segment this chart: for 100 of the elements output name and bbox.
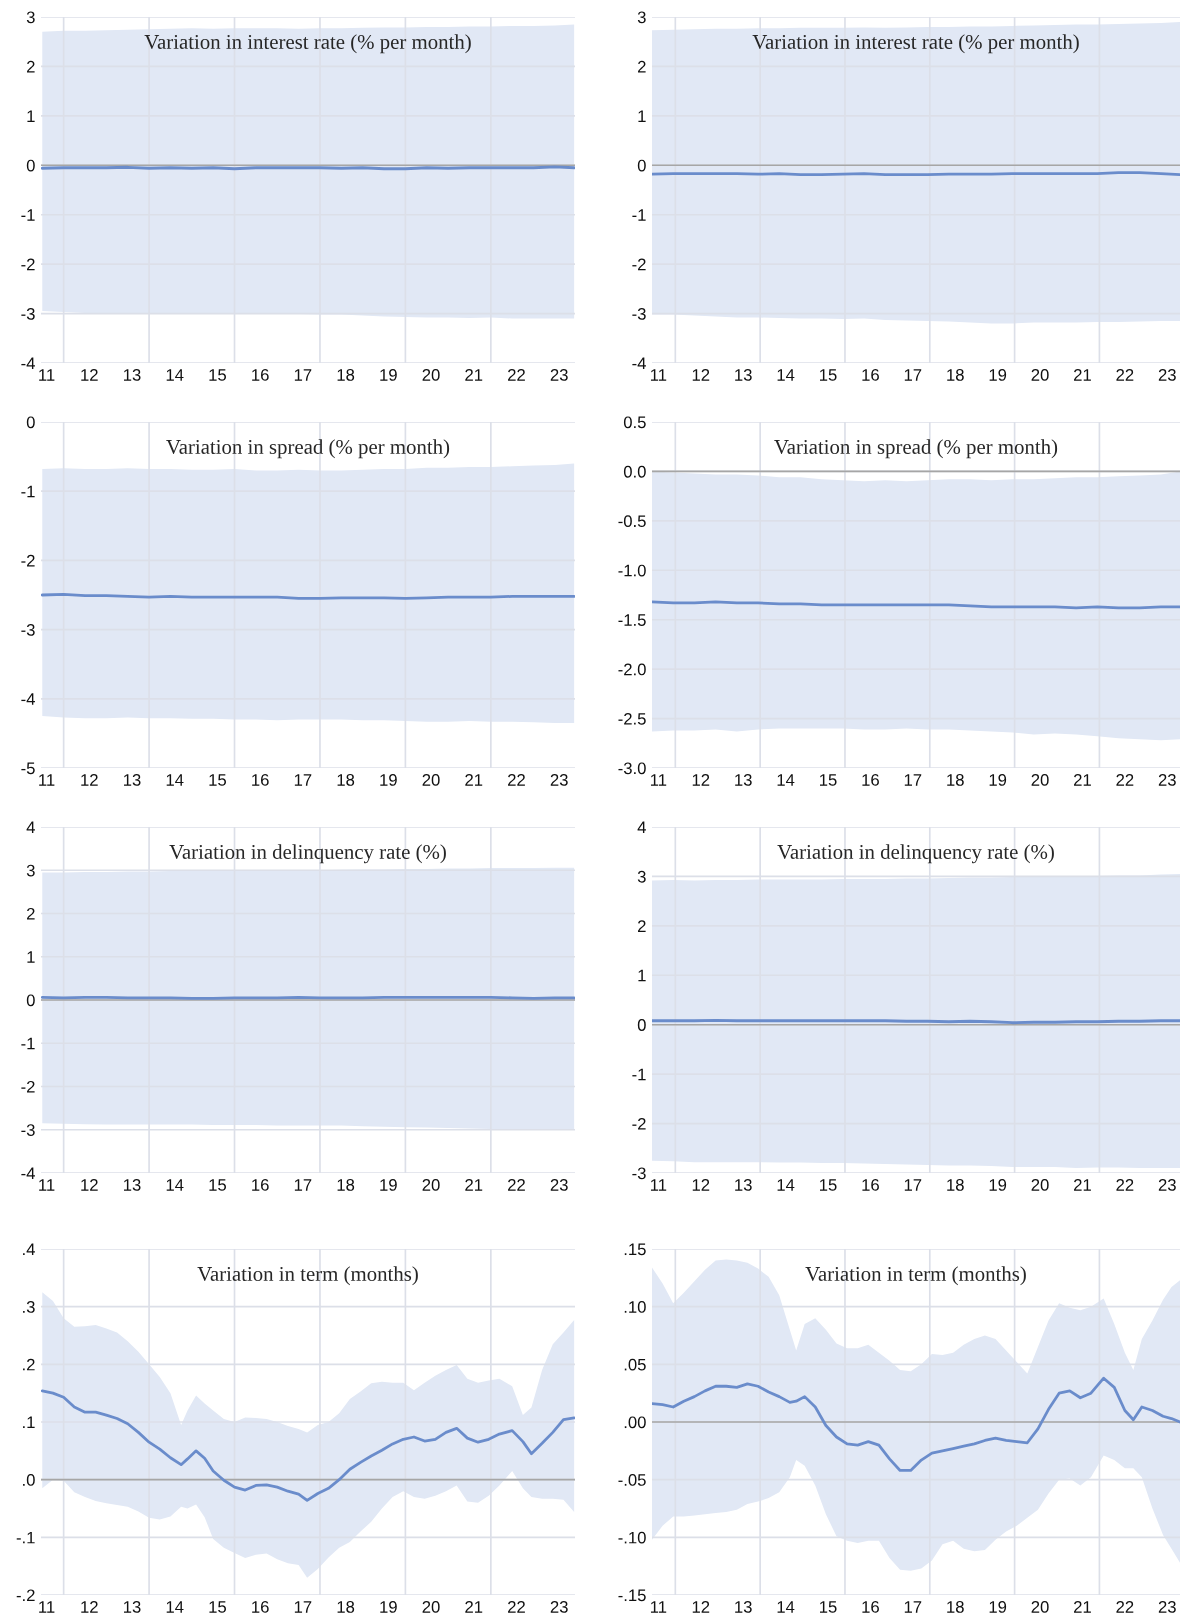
x-tick-label: 11 xyxy=(650,369,667,381)
x-tick-label: 16 xyxy=(252,1179,269,1191)
x-tick-label: 23 xyxy=(550,1601,568,1613)
text: Variation in spread (% per month) xyxy=(166,439,450,459)
y-tick-label: .1 xyxy=(23,1416,35,1429)
x-tick-label: 11 xyxy=(650,1179,667,1191)
y-tick-label: 0 xyxy=(26,994,35,1007)
x-tick-label: 20 xyxy=(422,1601,440,1613)
x-tick-label: 20 xyxy=(1031,1601,1049,1613)
line-series xyxy=(41,1389,575,1502)
x-tick-label: 17 xyxy=(904,369,922,381)
x-tick-label: 12 xyxy=(692,1179,710,1191)
x-tick-label: 22 xyxy=(1116,774,1134,786)
y-tick-label: .15 xyxy=(624,1243,646,1256)
y-tick-label: -3 xyxy=(21,1124,35,1136)
x-tick-label: 13 xyxy=(735,1179,752,1191)
x-tick-label: 18 xyxy=(337,774,355,786)
y-tick-label: 2 xyxy=(638,920,646,932)
x-tick-label: 20 xyxy=(422,774,440,786)
x-tick-label: 15 xyxy=(209,369,226,381)
text: Variation in term (months) xyxy=(805,1266,1026,1286)
x-tick-label: 22 xyxy=(508,774,525,786)
x-tick-label: 14 xyxy=(166,1179,184,1191)
y-tick-label: .05 xyxy=(624,1358,646,1371)
x-tick-label: 23 xyxy=(1158,369,1176,381)
x-tick-label: 18 xyxy=(947,369,964,381)
line-series xyxy=(652,1376,1180,1472)
x-tick-label: 23 xyxy=(1158,774,1176,786)
y-tick-label: .4 xyxy=(23,1243,35,1256)
x-tick-label: 12 xyxy=(81,774,98,786)
y-tick-label: -1.5 xyxy=(618,614,646,626)
x-tick-label: 12 xyxy=(81,1601,98,1613)
x-tick-label: 12 xyxy=(692,369,710,381)
x-tick-label: 11 xyxy=(39,774,55,786)
x-tick-label: 12 xyxy=(81,1179,98,1191)
x-tick-label: 17 xyxy=(294,369,312,381)
x-tick-label: 21 xyxy=(465,1601,483,1613)
x-tick-label: 15 xyxy=(209,1601,226,1613)
x-tick-label: 23 xyxy=(1158,1601,1176,1613)
x-tick-label: 12 xyxy=(692,1601,710,1613)
text: Variation in interest rate (% per month) xyxy=(752,34,1079,54)
y-tick-label: -4 xyxy=(21,693,35,705)
x-tick-label: 18 xyxy=(337,1179,355,1191)
y-tick-label: -1 xyxy=(21,1037,35,1050)
x-tick-label: 13 xyxy=(124,1179,141,1191)
x-tick-label: 17 xyxy=(904,1601,922,1613)
x-tick-label: 19 xyxy=(380,369,397,381)
y-tick-label: 1 xyxy=(638,969,646,982)
y-tick-label: 2 xyxy=(27,907,35,920)
y-tick-label: .10 xyxy=(624,1301,646,1313)
y-tick-label: 0.5 xyxy=(623,416,646,429)
y-tick-label: -1 xyxy=(632,1068,646,1081)
x-tick-label: 18 xyxy=(337,369,355,381)
y-tick-label: .0 xyxy=(23,1474,35,1486)
y-tick-label: -.05 xyxy=(618,1474,646,1486)
y-tick-label: -4 xyxy=(21,357,35,370)
x-tick-label: 14 xyxy=(166,774,184,786)
y-tick-label: 0 xyxy=(26,159,35,172)
x-tick-label: 17 xyxy=(904,774,922,786)
x-tick-label: 13 xyxy=(735,369,752,381)
x-tick-label: 16 xyxy=(862,1601,879,1613)
y-tick-label: 1 xyxy=(638,110,646,122)
x-tick-label: 22 xyxy=(508,369,525,381)
x-tick-label: 14 xyxy=(777,774,795,786)
x-tick-label: 15 xyxy=(820,774,837,786)
x-tick-label: 13 xyxy=(124,369,141,381)
y-tick-label: .3 xyxy=(23,1301,35,1313)
y-tick-label: 1 xyxy=(27,110,35,122)
y-tick-label: -.1 xyxy=(16,1531,35,1544)
y-tick-label: 2 xyxy=(638,60,646,73)
x-tick-label: 21 xyxy=(1074,369,1091,381)
y-tick-label: 3 xyxy=(26,864,35,877)
x-tick-label: 18 xyxy=(947,1601,964,1613)
x-tick-label: 20 xyxy=(1031,1179,1049,1191)
x-tick-label: 21 xyxy=(465,1179,483,1191)
y-tick-label: -1 xyxy=(21,209,35,221)
x-tick-label: 16 xyxy=(252,1601,269,1613)
y-tick-label: -2 xyxy=(21,554,35,567)
y-tick-label: -3.0 xyxy=(618,762,646,775)
x-tick-label: 20 xyxy=(1031,369,1049,381)
x-tick-label: 15 xyxy=(209,774,226,786)
text: Variation in interest rate (% per month) xyxy=(144,34,471,54)
x-tick-label: 19 xyxy=(380,1601,397,1613)
y-tick-label: 3 xyxy=(26,11,35,24)
y-tick-label: -1.0 xyxy=(618,564,646,577)
x-tick-label: 16 xyxy=(862,1179,879,1191)
x-tick-label: 23 xyxy=(550,774,568,786)
x-tick-label: 23 xyxy=(1158,1179,1176,1191)
x-tick-label: 11 xyxy=(39,1601,55,1613)
y-tick-label: -2 xyxy=(21,258,35,271)
y-tick-label: -5 xyxy=(21,762,35,775)
x-tick-label: 21 xyxy=(1074,774,1091,786)
y-tick-label: 0 xyxy=(637,159,646,172)
y-tick-label: -1 xyxy=(632,209,646,221)
y-tick-label: -4 xyxy=(21,1167,35,1180)
x-tick-label: 16 xyxy=(252,369,269,381)
x-tick-label: 20 xyxy=(422,369,440,381)
x-tick-label: 23 xyxy=(550,369,568,381)
x-tick-label: 11 xyxy=(650,1601,667,1613)
x-tick-label: 22 xyxy=(1116,369,1134,381)
